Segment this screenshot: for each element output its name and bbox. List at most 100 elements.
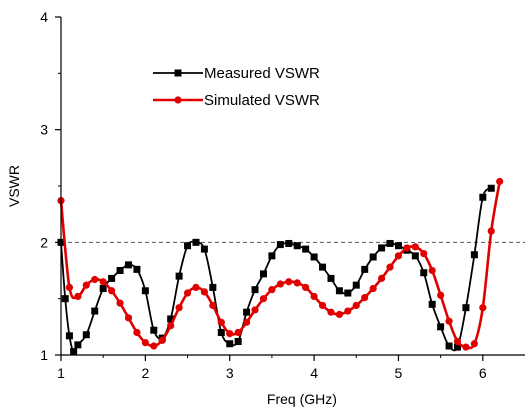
data-point (293, 242, 301, 250)
legend-label: Simulated VSWR (204, 92, 320, 109)
data-point (453, 337, 462, 346)
data-point (352, 301, 360, 310)
data-point (335, 310, 343, 319)
y-axis-label: VSWR (6, 165, 22, 207)
data-point (318, 301, 327, 310)
data-point (394, 252, 403, 260)
data-point (217, 328, 225, 336)
data-point (369, 284, 377, 293)
series-simulated (57, 177, 504, 351)
data-point (259, 295, 268, 303)
legend: Measured VSWR Simulated VSWR (153, 65, 320, 109)
legend-label: Measured VSWR (204, 65, 320, 82)
x-axis-label: Freq (GHz) (267, 391, 337, 407)
data-point (437, 323, 445, 331)
data-point (411, 243, 419, 251)
data-point (378, 244, 386, 252)
data-point (108, 274, 116, 282)
data-point (327, 274, 335, 282)
data-point (192, 283, 200, 291)
legend-item: Measured VSWR (153, 65, 320, 82)
data-point (234, 328, 242, 337)
data-point (454, 343, 462, 351)
data-point (226, 329, 234, 338)
data-point (108, 287, 116, 295)
data-point (175, 272, 183, 280)
data-point (74, 292, 82, 301)
data-point (411, 252, 419, 260)
legend-marker (174, 96, 182, 104)
data-point (310, 253, 318, 261)
data-point (65, 332, 73, 340)
y-tick-label: 4 (40, 9, 48, 25)
data-point (70, 348, 78, 356)
data-point (462, 343, 470, 351)
data-point (445, 342, 453, 350)
data-point (99, 285, 107, 293)
data-point (462, 304, 470, 312)
y-tick-label: 3 (40, 122, 48, 138)
data-point (403, 244, 411, 252)
data-point (91, 307, 99, 315)
data-point (200, 288, 209, 296)
data-point (209, 283, 217, 291)
y-tick-label: 1 (40, 347, 48, 363)
data-point (285, 239, 293, 247)
data-point (141, 339, 149, 347)
data-point (243, 308, 251, 316)
data-point (200, 245, 208, 253)
data-point (276, 280, 284, 288)
data-point (150, 326, 158, 334)
data-point (420, 250, 428, 258)
data-point (479, 193, 487, 201)
data-point (124, 314, 133, 322)
data-point (386, 239, 394, 247)
axes-layer: 1 2 3 4 5 6 1 2 3 4 (40, 9, 525, 381)
data-point (470, 251, 478, 259)
data-point (302, 283, 310, 291)
data-point (209, 301, 217, 310)
series-measured (57, 184, 495, 356)
x-tick-label: 1 (57, 365, 65, 381)
data-point (386, 263, 394, 271)
data-point (167, 315, 175, 323)
data-point (133, 265, 141, 273)
data-point (226, 340, 234, 348)
data-point (327, 308, 335, 316)
data-point (310, 292, 318, 301)
data-point (251, 286, 259, 294)
data-point (293, 279, 301, 287)
data-point (175, 304, 183, 312)
data-point (319, 263, 327, 271)
data-point (361, 293, 369, 302)
data-point (470, 340, 478, 348)
data-point (394, 242, 402, 250)
data-point (420, 269, 428, 277)
data-point (65, 283, 74, 291)
data-point (74, 341, 82, 349)
data-point (487, 184, 495, 192)
data-point (82, 331, 90, 339)
data-point (428, 266, 436, 275)
data-point (61, 295, 69, 303)
legend-marker (174, 69, 182, 77)
data-point (268, 252, 276, 260)
data-point (276, 241, 284, 249)
data-point (251, 306, 259, 314)
x-tick-label: 3 (226, 365, 234, 381)
data-point (437, 291, 445, 299)
x-tick-label: 5 (395, 365, 403, 381)
data-point (192, 238, 200, 246)
data-point (259, 270, 267, 278)
data-point (479, 304, 487, 312)
data-point (217, 318, 225, 326)
data-point (428, 300, 436, 308)
data-point (335, 287, 343, 295)
x-tick-label: 4 (310, 365, 318, 381)
data-point (158, 336, 166, 344)
legend-item: Simulated VSWR (153, 92, 320, 109)
data-point (234, 337, 242, 345)
y-tick-label: 2 (40, 234, 48, 250)
data-point (183, 289, 192, 297)
